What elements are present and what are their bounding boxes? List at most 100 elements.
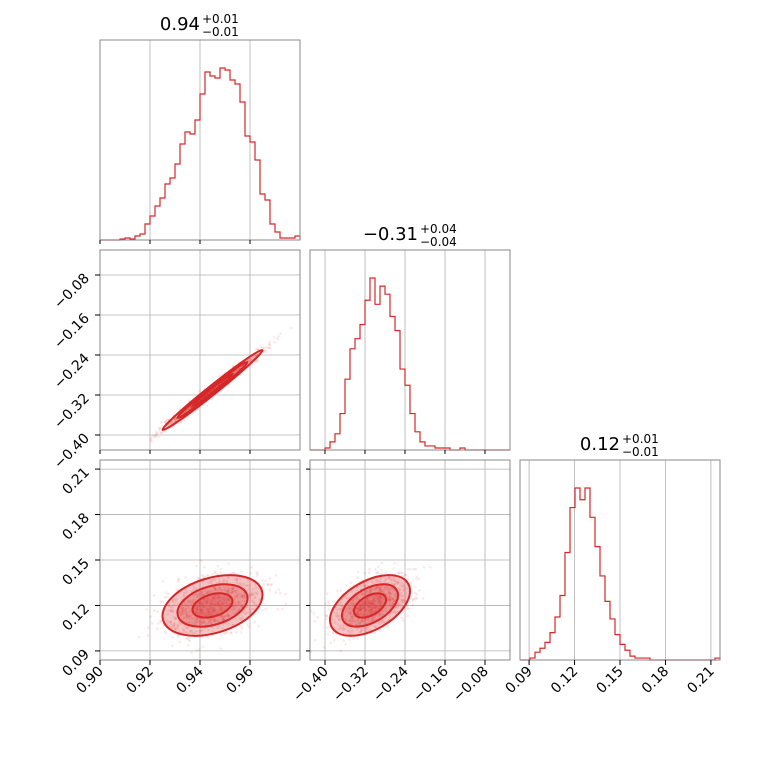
sample-point: [379, 597, 382, 600]
sample-point: [172, 624, 175, 627]
sample-point: [146, 634, 150, 637]
sample-point: [345, 607, 349, 610]
sample-point: [205, 601, 208, 604]
sample-point: [253, 596, 257, 599]
x-tick-label-p2: 0.21: [684, 664, 717, 697]
sample-point: [174, 616, 178, 620]
sample-point: [192, 586, 196, 590]
sample-point: [171, 635, 174, 639]
contours-p0-p1: [161, 348, 264, 432]
sample-point: [266, 583, 270, 586]
sample-point: [200, 611, 203, 615]
sample-point: [236, 594, 239, 597]
sample-point: [206, 598, 209, 601]
sample-point: [391, 597, 395, 601]
sample-point: [250, 565, 253, 569]
sample-point: [202, 600, 205, 603]
sample-point: [222, 618, 225, 621]
sample-point: [171, 644, 174, 648]
sample-point: [370, 608, 373, 611]
sample-point: [226, 578, 229, 582]
sample-point: [363, 600, 367, 604]
sample-point: [364, 599, 368, 603]
sample-point: [374, 568, 377, 571]
sample-point: [347, 619, 351, 623]
sample-point: [325, 614, 328, 618]
title-p0-value: 0.94: [160, 14, 200, 35]
sample-point: [367, 605, 371, 609]
sample-point: [197, 577, 201, 580]
sample-point: [253, 620, 256, 624]
sample-point: [368, 589, 372, 593]
sample-point: [233, 371, 237, 374]
sample-point: [184, 604, 187, 608]
sample-point: [262, 582, 265, 586]
sample-point: [212, 618, 216, 622]
sample-point: [415, 575, 418, 578]
sample-point: [173, 622, 176, 625]
histogram-p0: [100, 67, 301, 241]
sample-point: [169, 608, 173, 612]
sample-point: [405, 574, 408, 577]
sample-point: [360, 606, 363, 610]
sample-point: [205, 600, 208, 603]
sample-point: [202, 609, 205, 612]
sample-point: [195, 607, 199, 611]
sample-point: [200, 608, 204, 611]
sample-point: [249, 610, 253, 614]
sample-point: [210, 601, 213, 605]
sample-point: [169, 622, 173, 626]
sample-point: [159, 620, 162, 623]
sample-point: [412, 568, 416, 571]
sample-point: [378, 605, 382, 608]
sample-point: [388, 603, 391, 606]
sample-point: [211, 603, 215, 606]
sample-point: [190, 616, 193, 620]
sample-point: [247, 625, 250, 628]
sample-point: [203, 612, 207, 615]
sample-point: [224, 588, 227, 592]
sample-point: [363, 622, 366, 626]
sample-point: [198, 648, 201, 651]
sample-point: [234, 594, 238, 598]
sample-point: [150, 621, 154, 625]
sample-point: [360, 620, 363, 623]
sample-point: [208, 620, 211, 624]
sample-point: [184, 602, 187, 606]
sample-point: [231, 364, 234, 368]
sample-point: [417, 577, 421, 580]
sample-point: [227, 590, 230, 593]
sample-point: [190, 590, 194, 593]
sample-point: [213, 620, 216, 623]
sample-point: [180, 611, 184, 614]
sample-point: [173, 602, 176, 606]
sample-point: [182, 595, 186, 598]
sample-point: [248, 583, 251, 587]
sample-point: [244, 611, 248, 614]
sample-point: [184, 607, 188, 611]
sample-point: [375, 605, 378, 609]
sample-point: [386, 598, 390, 602]
sample-point: [247, 611, 250, 614]
sample-point: [387, 587, 391, 590]
sample-point: [204, 613, 207, 617]
sample-point: [238, 592, 242, 596]
sample-point: [411, 597, 415, 601]
x-tick-label-p1: −0.40: [290, 664, 332, 706]
sample-point: [217, 581, 221, 584]
sample-point: [404, 591, 408, 595]
sample-point: [232, 589, 235, 593]
sample-point: [186, 615, 189, 618]
sample-point: [243, 596, 247, 599]
sample-point: [217, 596, 220, 600]
sample-point: [179, 614, 182, 617]
sample-point: [378, 600, 382, 603]
sample-point: [188, 630, 192, 634]
sample-point: [429, 565, 432, 569]
y-tick-label-p1: −0.24: [51, 350, 93, 392]
sample-point: [220, 597, 223, 600]
sample-point: [214, 618, 218, 621]
sample-point: [349, 619, 352, 623]
sample-point: [232, 587, 235, 591]
sample-point: [205, 404, 209, 408]
